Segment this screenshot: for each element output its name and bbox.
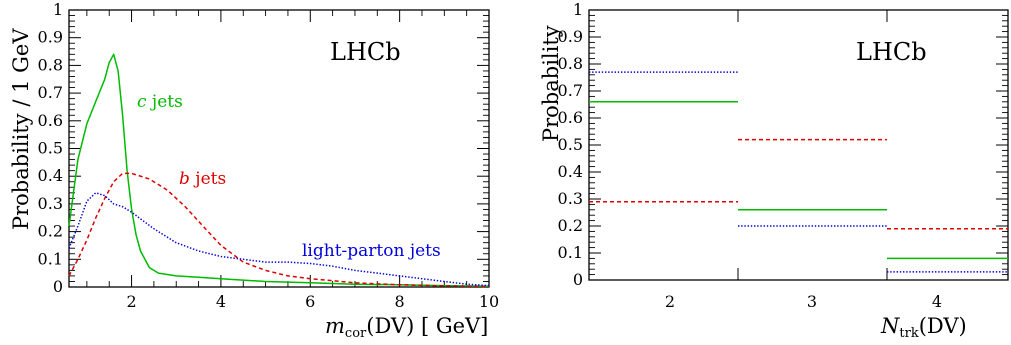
- left-x-tick-label: 10: [479, 292, 499, 311]
- right-y-tick-label: 0.3: [558, 189, 583, 208]
- right-panel: 0 0.1 0.2 0.3 0.4 0.5 0.6 0.7 0.8 0.9 1 2 3 4 LHCb Pr…: [539, 0, 1009, 341]
- left-y-tick-label: 0.2: [38, 222, 63, 241]
- right-y-tick-label: 0.2: [558, 216, 583, 235]
- right-y-tick-label: 0.1: [558, 243, 583, 262]
- right-y-tick-label: 1: [573, 0, 583, 19]
- left-x-tick-label: 8: [395, 292, 405, 311]
- right-series: [589, 71, 1008, 273]
- series-line-b-jets: [68, 172, 490, 288]
- left-y-tick-label: 0: [53, 277, 63, 296]
- left-x-tick-label: 2: [126, 292, 136, 311]
- left-y-tick-label: 0.9: [38, 28, 63, 47]
- right-x-category-label: 2: [665, 292, 675, 311]
- left-watermark: LHCb: [330, 38, 401, 66]
- series-label-light-parton-jets: light-parton jets: [302, 241, 441, 261]
- left-y-tick-label: 0.4: [38, 166, 63, 185]
- right-y-tick-label: 0: [573, 270, 583, 289]
- left-y-tick-label: 0.5: [38, 139, 63, 158]
- right-x-category-label: 3: [807, 292, 817, 311]
- left-y-tick-label: 0.1: [38, 249, 63, 268]
- right-x-category-label: 4: [932, 292, 942, 311]
- series-line-c-jets: [68, 53, 490, 287]
- series-label-b-jets: b jets: [179, 169, 226, 189]
- right-y-tick-label: 0.5: [558, 135, 583, 154]
- left-y-tick-label: 1: [53, 0, 63, 19]
- right-y-axis-title-text: Probability: [539, 25, 563, 142]
- right-x-axis-rest: (DV): [919, 314, 967, 338]
- series-label-b-jets-word: jets: [190, 169, 226, 189]
- right-y-axis-title: Probability: [539, 25, 563, 142]
- series-label-c-jets: c jets: [137, 92, 183, 112]
- right-y-tick-label: 0.8: [558, 54, 583, 73]
- left-x-axis-sub: cor: [345, 326, 367, 341]
- left-series: [68, 53, 490, 288]
- series-label-c-jets-word: jets: [147, 92, 183, 112]
- left-x-axis-m: m: [325, 314, 345, 338]
- left-x-axis-title: mcor(DV) [ GeV]: [325, 314, 488, 341]
- left-panel: 0 0.1 0.2 0.3 0.4 0.5 0.6 0.7 0.8 0.9 1 2 4 6 8 10 LHCb…: [9, 0, 499, 341]
- left-x-tick-label: 4: [216, 292, 226, 311]
- right-ticks: 0 0.1 0.2 0.3 0.4 0.5 0.6 0.7 0.8 0.9 1 2 3 4: [558, 0, 1008, 311]
- right-y-tick-label: 0.9: [558, 27, 583, 46]
- series-label-b-jets-letter: b: [179, 169, 190, 189]
- right-y-tick-label: 0.4: [558, 162, 583, 181]
- left-y-axis-title: Probability / 1 GeV: [9, 28, 33, 230]
- right-y-tick-label: 0.6: [558, 108, 583, 127]
- left-ticks: 0 0.1 0.2 0.3 0.4 0.5 0.6 0.7 0.8 0.9 1 2 4 6 8 10: [38, 0, 500, 311]
- left-y-tick-label: 0.6: [38, 111, 63, 130]
- right-y-tick-label: 0.7: [558, 81, 583, 100]
- left-y-tick-label: 0.7: [38, 83, 63, 102]
- right-x-axis-n: N: [880, 314, 900, 338]
- left-y-tick-label: 0.8: [38, 55, 63, 74]
- right-plot-frame: [588, 9, 1009, 281]
- left-x-axis-rest: (DV) [ GeV]: [366, 314, 488, 338]
- left-x-tick-label: 6: [305, 292, 315, 311]
- series-label-c-jets-letter: c: [137, 92, 147, 112]
- right-x-axis-sub: trk: [899, 326, 918, 341]
- right-x-axis-title: Ntrk(DV): [880, 314, 967, 341]
- right-watermark: LHCb: [856, 38, 927, 66]
- left-y-axis-title-text: Probability / 1 GeV: [9, 28, 33, 230]
- left-y-tick-label: 0.3: [38, 194, 63, 213]
